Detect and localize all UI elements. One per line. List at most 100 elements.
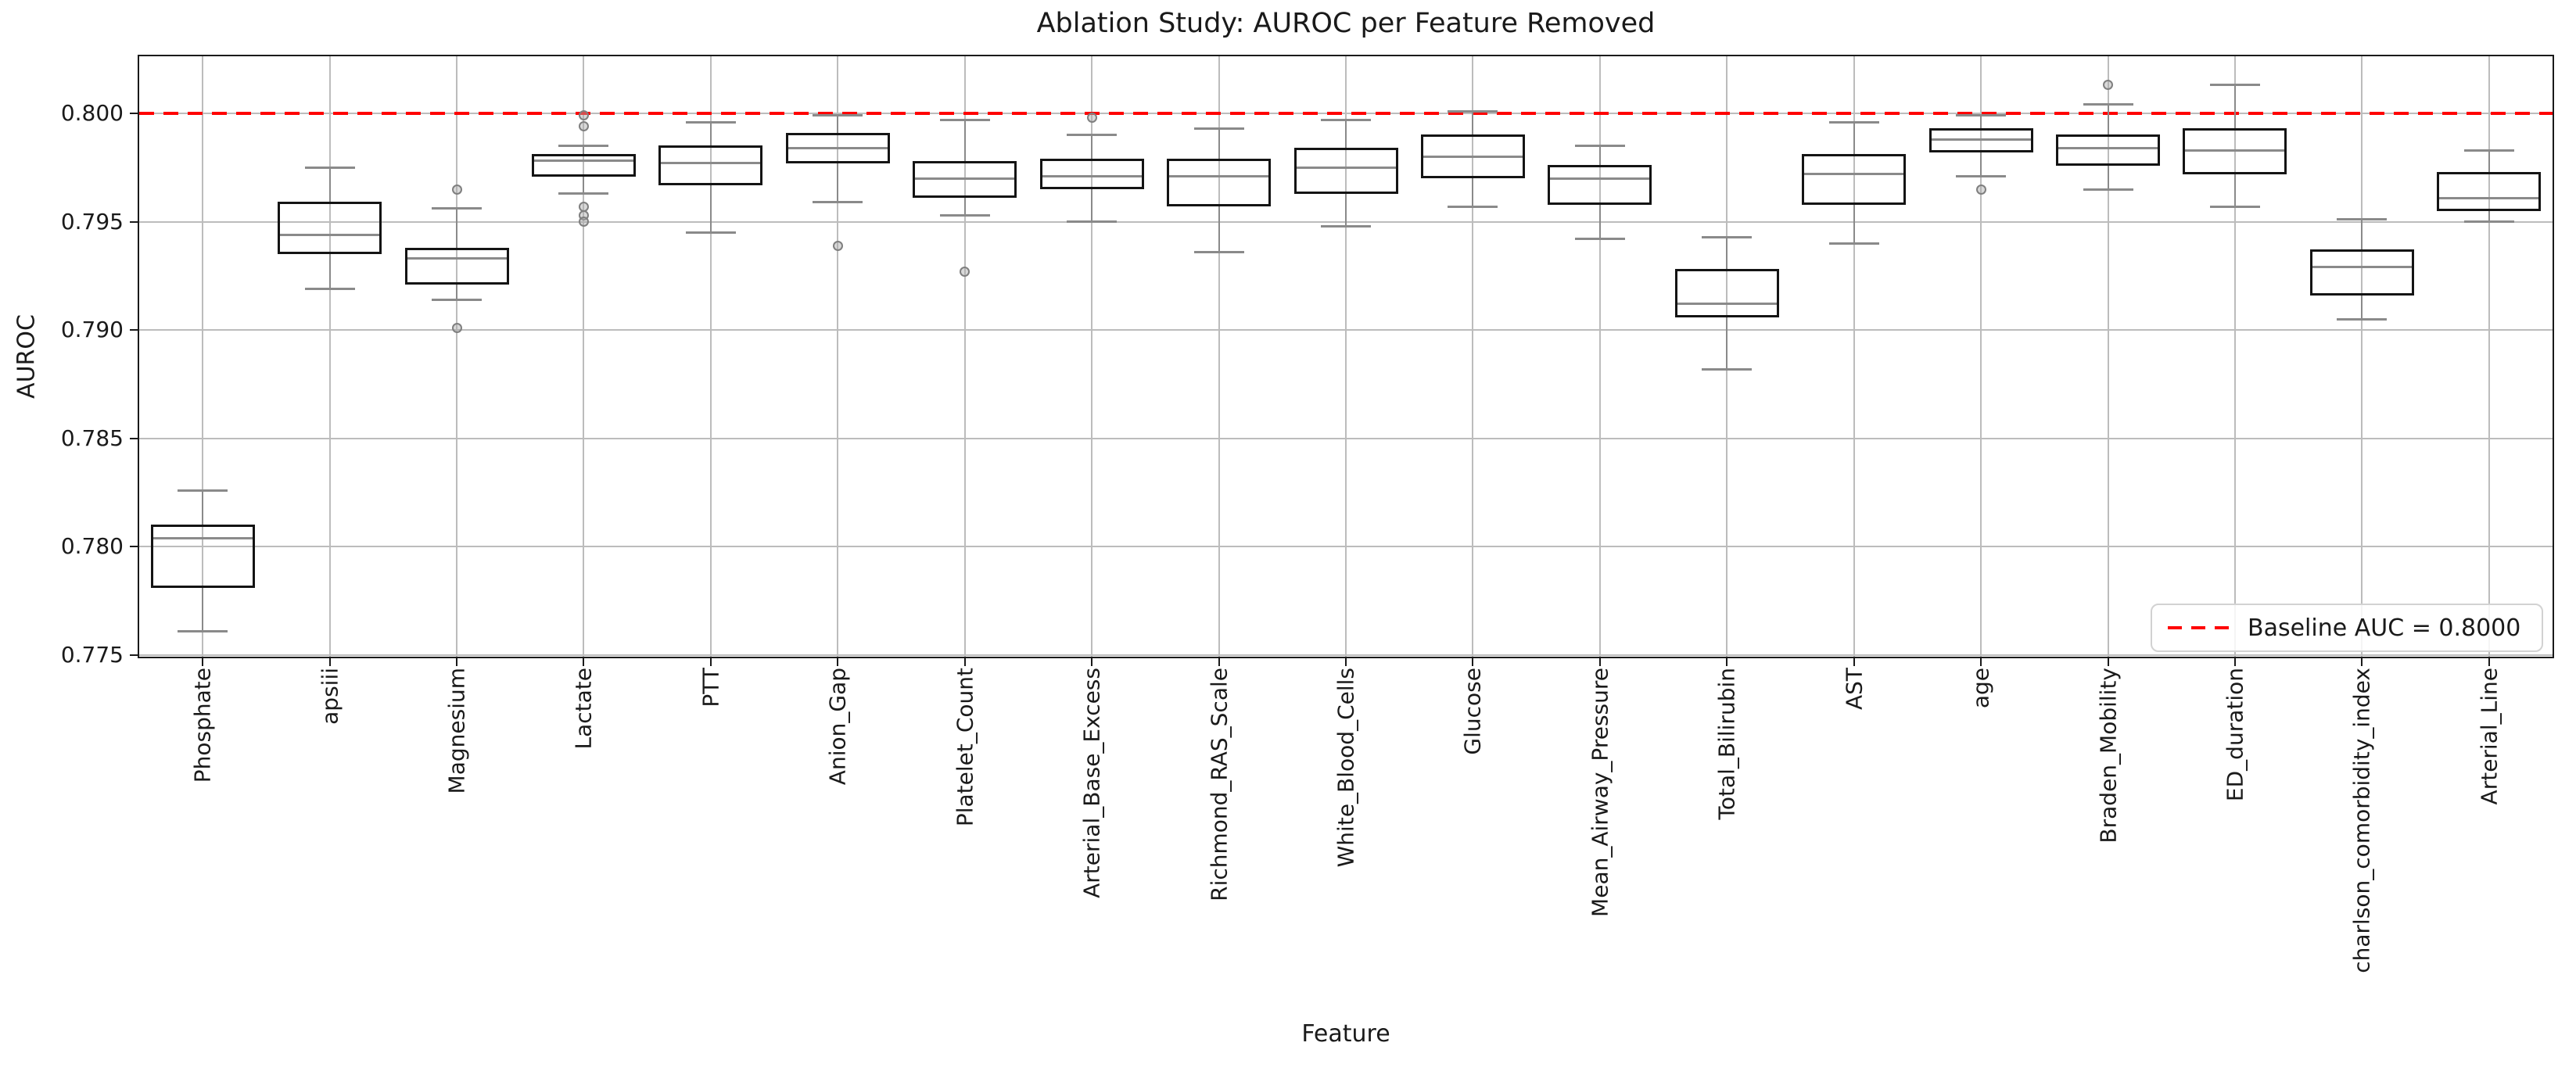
box-iqr [1293,148,1398,194]
whisker-upper [1218,128,1220,161]
x-tick-label: Arterial_Base_Excess [1079,668,1105,901]
box-iqr [785,132,890,163]
whisker-cap-lower [2463,220,2514,224]
whisker-upper [583,145,585,157]
box-iqr [1167,158,1272,207]
x-tick-mark [1472,657,1474,666]
x-tick-label: PTT [698,668,723,711]
whisker-lower [1853,202,1855,244]
whisker-cap-upper [558,145,609,148]
whisker-cap-upper [1828,120,1879,124]
x-tick-label-text: Braden_Mobility [2095,668,2122,844]
x-tick-label: Phosphate [190,668,216,786]
whisker-cap-lower [558,192,609,195]
x-tick-label: apsiii [317,668,343,728]
whisker-upper [837,115,839,135]
whisker-cap-lower [304,288,355,291]
whisker-lower [963,195,966,216]
x-tick-label-text: charlson_comorbidity_index [2348,668,2375,973]
x-gridline [963,56,966,657]
whisker-cap-lower [813,201,863,204]
whisker-upper [709,122,712,149]
x-gridline [1218,56,1220,657]
whisker-lower [709,182,712,233]
whisker-lower [2107,163,2109,189]
box-iqr [404,247,509,285]
median-line [1042,174,1142,177]
box-iqr [2056,134,2161,166]
whisker-cap-upper [2209,84,2260,87]
whisker-cap-upper [2083,103,2133,106]
median-line [407,257,507,260]
median-line [661,162,761,165]
whisker-upper [1091,134,1093,161]
x-tick-mark [583,657,585,666]
x-gridline [1091,56,1093,657]
whisker-cap-lower [1193,250,1244,253]
x-tick-label-text: Richmond_RAS_Scale [1206,668,1232,901]
median-line [2058,146,2158,149]
box-iqr [150,525,255,589]
x-tick-label: Mean_Airway_Pressure [1587,668,1613,920]
whisker-cap-upper [1702,235,1753,238]
x-tick-label: Magnesium [444,668,470,797]
whisker-upper [1980,115,1982,131]
box-iqr [2183,128,2287,174]
x-gridline [456,56,458,657]
x-gridline [709,56,712,657]
x-tick-mark [1598,657,1601,666]
median-line [2312,266,2412,269]
whisker-cap-upper [2463,149,2514,152]
whisker-cap-upper [813,114,863,117]
whisker-lower [1218,204,1220,253]
y-tick-mark [130,329,139,331]
box-iqr [1928,128,2033,153]
whisker-lower [1345,191,1347,227]
whisker-cap-upper [432,207,483,210]
y-tick-label: 0.790 [60,317,124,343]
whisker-cap-lower [1574,238,1625,241]
outlier-point [2103,80,2114,91]
x-axis-label: Feature [1301,1020,1390,1048]
whisker-cap-upper [1448,109,1498,113]
whisker-cap-lower [2337,317,2388,321]
whisker-cap-lower [939,213,990,217]
whisker-cap-upper [1193,127,1244,130]
whisker-cap-lower [432,298,483,301]
y-tick-label: 0.795 [60,208,124,235]
median-line [533,159,633,163]
x-tick-mark [2488,657,2490,666]
whisker-cap-lower [685,231,736,234]
box-iqr [2437,171,2542,211]
x-tick-mark [963,657,966,666]
whisker-cap-lower [1956,174,2007,177]
box-iqr [278,202,382,255]
outlier-point [451,184,462,195]
x-gridline [2233,56,2236,657]
x-gridline [328,56,331,657]
whisker-upper [2107,104,2109,138]
x-tick-label-text: apsiii [317,668,343,725]
x-gridline [2361,56,2363,657]
whisker-upper [963,120,966,163]
y-tick-label: 0.785 [60,425,124,451]
x-tick-label-text: Magnesium [443,668,470,794]
median-line [280,233,380,236]
y-tick-label: 0.775 [60,642,124,668]
whisker-lower [2361,293,2363,320]
whisker-upper [1726,237,1728,272]
median-line [1804,173,1904,176]
whisker-cap-lower [1828,242,1879,245]
x-tick-mark [1853,657,1855,666]
x-tick-label-text: White_Blood_Cells [1333,668,1359,868]
x-gridline [202,56,204,657]
x-tick-mark [2233,657,2236,666]
whisker-cap-upper [2337,218,2388,221]
whisker-cap-lower [1448,205,1498,208]
box-iqr [531,154,636,177]
x-tick-label: ED_duration [2222,668,2248,804]
whisker-lower [583,174,585,194]
median-line [1677,303,1777,306]
box-iqr [658,145,763,185]
x-gridline [1853,56,1855,657]
